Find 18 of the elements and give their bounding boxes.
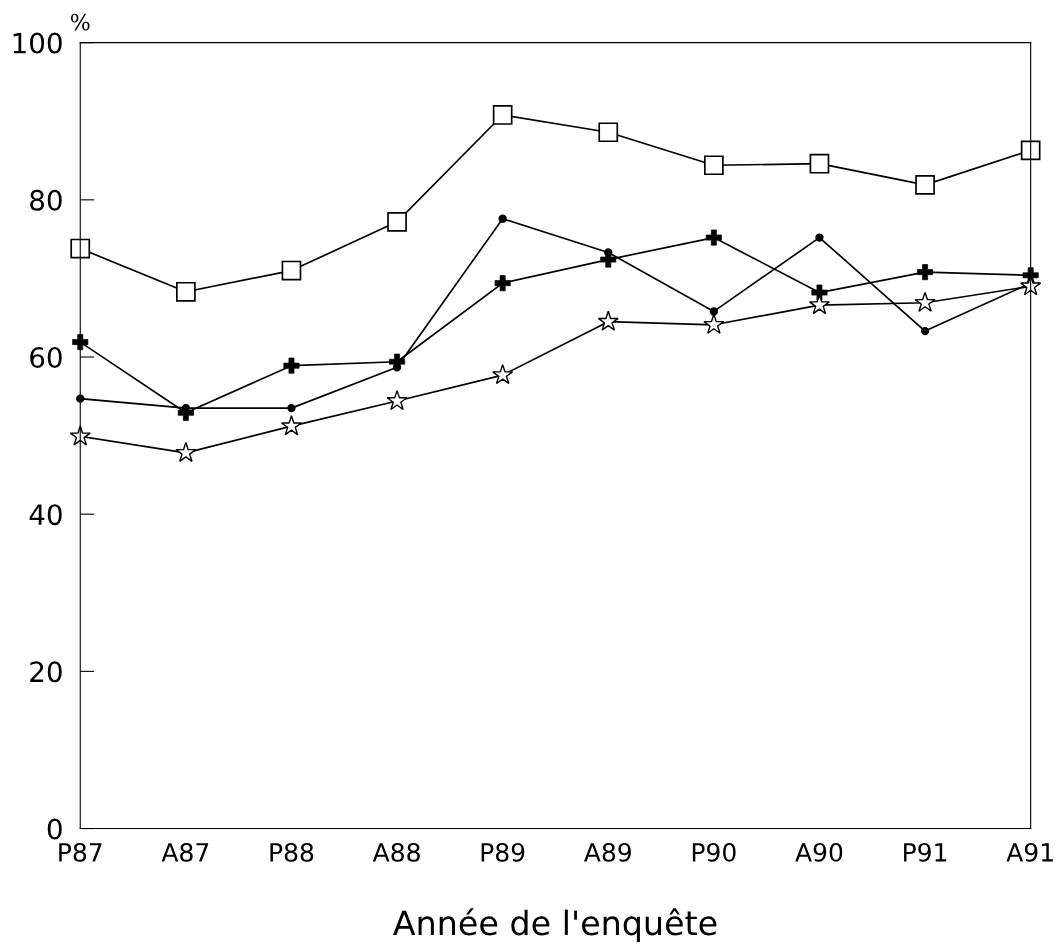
x-tick-label: P87 bbox=[59, 842, 102, 862]
x-tick-label: P91 bbox=[904, 842, 947, 862]
x-tick-label: P89 bbox=[481, 842, 525, 862]
y-tick-label: 60 bbox=[30, 346, 62, 368]
y-tick-label: 100 bbox=[13, 32, 62, 54]
x-tick-label: A90 bbox=[795, 842, 843, 862]
x-axis-title: Année de l'enquête bbox=[393, 908, 717, 942]
y-tick-label: 40 bbox=[29, 504, 62, 526]
x-tick-label: A89 bbox=[583, 842, 631, 862]
x-tick-label: P88 bbox=[270, 842, 314, 862]
x-tick-label: A91 bbox=[1006, 842, 1053, 862]
x-tick-label: A88 bbox=[372, 842, 420, 862]
x-tick-label: A87 bbox=[161, 842, 209, 862]
x-tick-label: P90 bbox=[692, 842, 736, 862]
y-tick-label: 80 bbox=[30, 189, 62, 211]
y-tick-label: 0 bbox=[47, 818, 62, 840]
y-axis-title: % bbox=[70, 13, 90, 31]
y-tick-label: 20 bbox=[30, 661, 62, 683]
